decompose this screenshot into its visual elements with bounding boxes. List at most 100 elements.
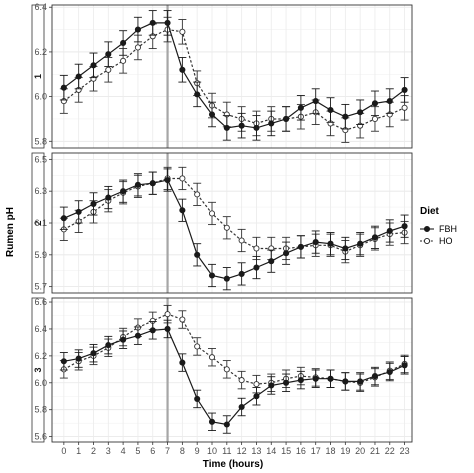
data-point: [312, 239, 319, 246]
data-point: [194, 91, 201, 98]
data-point: [283, 379, 290, 386]
data-point: [223, 366, 230, 373]
data-point: [297, 377, 304, 384]
series-fbh: [59, 168, 409, 291]
panel-1: 1 5.8 6.0 6.2 6.4: [31, 2, 413, 149]
data-point: [238, 377, 245, 384]
data-point: [90, 62, 97, 69]
data-point: [342, 113, 349, 120]
data-point: [268, 120, 275, 127]
data-point: [223, 224, 230, 231]
data-point: [386, 368, 393, 376]
data-point: [327, 240, 334, 247]
data-point: [327, 106, 334, 114]
data-point: [105, 66, 112, 73]
data-point: [371, 234, 379, 241]
data-point: [312, 98, 319, 105]
x-axis-title: Time (hours): [203, 459, 263, 470]
panels-layer: 1 5.8 6.0 6.2 6.4 2 5.7 5.9 6.1 6.3 6.5 3 5.6 5.8 6.0 6…: [31, 2, 413, 443]
data-point: [120, 336, 127, 343]
data-point: [179, 175, 186, 182]
data-point: [238, 237, 245, 244]
data-point: [297, 104, 304, 111]
y-tick-label: 5.9: [34, 250, 47, 260]
x-tick-label: 18: [326, 446, 336, 456]
data-point: [327, 375, 334, 382]
x-tick-label: 3: [106, 446, 111, 456]
y-tick-label: 5.6: [34, 432, 47, 442]
y-tick-label: 6.3: [34, 186, 47, 196]
data-point: [253, 245, 260, 252]
x-tick-label: 20: [355, 446, 365, 456]
series-line: [63, 177, 405, 253]
data-point: [208, 354, 216, 361]
y-tick-label: 6.6: [34, 297, 47, 307]
data-point: [386, 98, 393, 105]
panel-background: [52, 5, 412, 148]
data-point: [357, 378, 364, 385]
data-point: [60, 84, 67, 91]
data-point: [401, 362, 408, 369]
data-point: [164, 311, 171, 318]
data-point: [208, 272, 216, 279]
data-point: [253, 381, 260, 388]
x-tick-label: 10: [207, 446, 217, 456]
data-point: [179, 28, 186, 35]
x-axis: 0 1 2 3 4 5 6 7 8 9 10 11 12 13 14 15 16 17 18 19 20 21 22 23: [61, 442, 410, 456]
data-point: [134, 181, 141, 188]
strip-box: [31, 152, 45, 294]
y-tick-label: 6.5: [34, 154, 47, 164]
data-point: [371, 373, 379, 380]
data-point: [342, 378, 349, 385]
x-tick-label: 8: [180, 446, 185, 456]
data-point: [268, 258, 275, 265]
legend-marker: [423, 237, 431, 245]
data-point: [371, 115, 379, 123]
grid-minor: [52, 315, 412, 424]
strip-label: 3: [33, 367, 43, 372]
data-point: [164, 19, 171, 26]
x-tick-label: 11: [222, 446, 231, 456]
x-tick-label: 0: [61, 446, 66, 456]
data-point: [238, 270, 245, 277]
data-point: [312, 375, 319, 382]
data-point: [134, 44, 141, 51]
data-point: [283, 250, 290, 257]
data-point: [194, 395, 201, 402]
legend-label: FBH: [439, 224, 457, 234]
data-point: [105, 51, 112, 58]
y-axis: 5.8 6.0 6.2 6.4: [34, 2, 52, 146]
data-point: [90, 350, 97, 357]
data-point: [75, 208, 82, 215]
y-tick-label: 6.2: [34, 47, 47, 57]
series-fbh: [59, 319, 409, 434]
panel-strip: 3: [31, 297, 45, 443]
data-point: [283, 115, 290, 123]
data-point: [134, 26, 141, 33]
x-tick-label: 12: [237, 446, 247, 456]
x-tick-label: 13: [251, 446, 261, 456]
x-tick-label: 21: [370, 446, 380, 456]
y-axis: 5.6 5.8 6.0 6.2 6.4 6.6: [34, 297, 52, 442]
panel-strip: 1: [31, 4, 45, 149]
x-tick-label: 7: [165, 446, 170, 456]
y-axis-title: Rumen pH: [5, 207, 16, 257]
data-point: [223, 124, 230, 131]
x-tick-label: 6: [150, 446, 155, 456]
y-tick-label: 6.4: [34, 324, 47, 334]
data-point: [297, 243, 304, 250]
data-point: [223, 421, 230, 428]
x-tick-label: 17: [311, 446, 321, 456]
data-point: [179, 207, 186, 214]
data-point: [357, 240, 364, 247]
data-point: [401, 86, 408, 93]
data-point: [105, 342, 112, 349]
data-point: [371, 100, 379, 107]
data-point: [179, 316, 186, 323]
data-point: [208, 111, 216, 118]
x-tick-label: 2: [91, 446, 96, 456]
x-tick-label: 16: [296, 446, 306, 456]
y-tick-label: 6.4: [34, 2, 47, 12]
x-tick-label: 14: [266, 446, 276, 456]
